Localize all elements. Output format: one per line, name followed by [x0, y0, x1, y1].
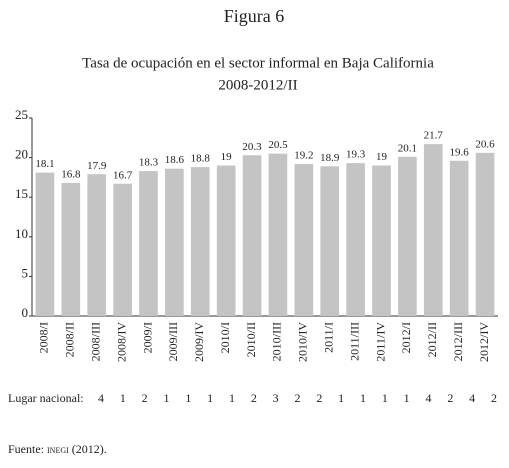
x-tick-label: 2012/I — [399, 322, 413, 353]
bar — [139, 171, 158, 316]
lugar-value: 1 — [382, 391, 388, 405]
value-label: 17.9 — [87, 160, 107, 172]
lugar-value: 4 — [426, 391, 432, 405]
bar — [190, 167, 210, 316]
x-tick-label: 2010/III — [270, 322, 284, 361]
value-label: 19.3 — [346, 149, 366, 161]
value-label: 18.6 — [165, 154, 185, 166]
x-tick-label: 2009/III — [166, 322, 180, 361]
bar — [294, 163, 314, 316]
lugar-value: 4 — [98, 391, 104, 405]
lugar-value: 2 — [295, 391, 301, 405]
chart-title: Tasa de ocupación en el sector informal … — [82, 55, 434, 71]
value-label: 20.5 — [268, 139, 288, 151]
value-label: 16.8 — [61, 168, 81, 180]
bar — [320, 166, 340, 316]
lugar-value: 2 — [491, 391, 497, 405]
bar — [113, 183, 132, 316]
x-tick-label: 2011/III — [347, 322, 361, 361]
value-label: 20.3 — [242, 141, 262, 153]
value-label: 19 — [221, 151, 233, 163]
source-org: inegi — [47, 442, 69, 456]
x-tick-label: 2008/II — [63, 322, 77, 357]
value-label: 18.1 — [35, 158, 54, 170]
x-tick-label: 2008/III — [88, 322, 102, 361]
bar — [87, 174, 107, 316]
lugar-value: 1 — [360, 391, 366, 405]
value-label: 20.1 — [398, 142, 417, 154]
x-tick-label: 2010/IV — [296, 322, 310, 362]
value-label: 20.6 — [475, 138, 495, 150]
bar — [398, 156, 417, 316]
lugar-value: 3 — [273, 391, 279, 405]
value-label: 19 — [376, 151, 388, 163]
value-label: 16.7 — [113, 169, 133, 181]
lugar-value: 2 — [447, 391, 453, 405]
lugar-value: 1 — [229, 391, 235, 405]
bar — [242, 155, 262, 316]
x-tick-label: 2011/IV — [373, 322, 387, 362]
y-tick-label: 20 — [15, 147, 28, 162]
x-tick-label: 2008/I — [37, 322, 51, 353]
lugar-value: 2 — [142, 391, 148, 405]
y-tick-label: 25 — [15, 107, 28, 122]
value-label: 18.9 — [320, 152, 340, 164]
chart-subtitle: 2008-2012/II — [218, 77, 297, 93]
bar — [475, 152, 495, 316]
lugar-value: 1 — [185, 391, 191, 405]
lugar-value: 2 — [316, 391, 322, 405]
value-label: 19.6 — [450, 146, 470, 158]
x-tick-label: 2011/I — [321, 322, 335, 353]
figure-label: Figura 6 — [224, 6, 285, 26]
lugar-value: 1 — [164, 391, 170, 405]
y-tick-label: 15 — [15, 186, 28, 201]
x-tick-label: 2010/I — [218, 322, 232, 353]
lugar-value: 1 — [120, 391, 126, 405]
value-label: 19.2 — [294, 149, 313, 161]
bar — [268, 153, 288, 316]
source-rest: (2012). — [72, 442, 107, 456]
bar — [449, 160, 469, 316]
source-prefix: Fuente: — [8, 442, 44, 456]
x-tick-label: 2012/IV — [477, 322, 491, 362]
bar — [423, 144, 443, 316]
lugar-value: 2 — [251, 391, 257, 405]
value-label: 18.8 — [191, 153, 211, 165]
value-label: 18.3 — [139, 157, 159, 169]
bar — [61, 182, 81, 316]
x-tick-label: 2010/II — [244, 322, 258, 357]
x-tick-label: 2012/II — [425, 322, 439, 357]
bar — [216, 165, 236, 316]
lugar-value: 1 — [404, 391, 410, 405]
x-tick-label: 2009/I — [140, 322, 154, 353]
y-tick-label: 0 — [22, 305, 29, 320]
y-tick-label: 10 — [15, 226, 28, 241]
lugar-label: Lugar nacional: — [8, 391, 84, 405]
lugar-value: 1 — [338, 391, 344, 405]
x-tick-label: 2012/III — [451, 322, 465, 361]
value-label: 21.7 — [424, 130, 444, 142]
bar — [372, 165, 391, 316]
x-tick-label: 2008/IV — [114, 322, 128, 362]
y-tick-label: 5 — [22, 265, 29, 280]
bar — [346, 163, 365, 316]
bar — [165, 168, 184, 316]
source: Fuente: inegi (2012). — [8, 442, 107, 456]
lugar-value: 4 — [469, 391, 475, 405]
lugar-value: 1 — [207, 391, 213, 405]
x-tick-label: 2009/IV — [192, 322, 206, 362]
bar — [35, 172, 55, 316]
